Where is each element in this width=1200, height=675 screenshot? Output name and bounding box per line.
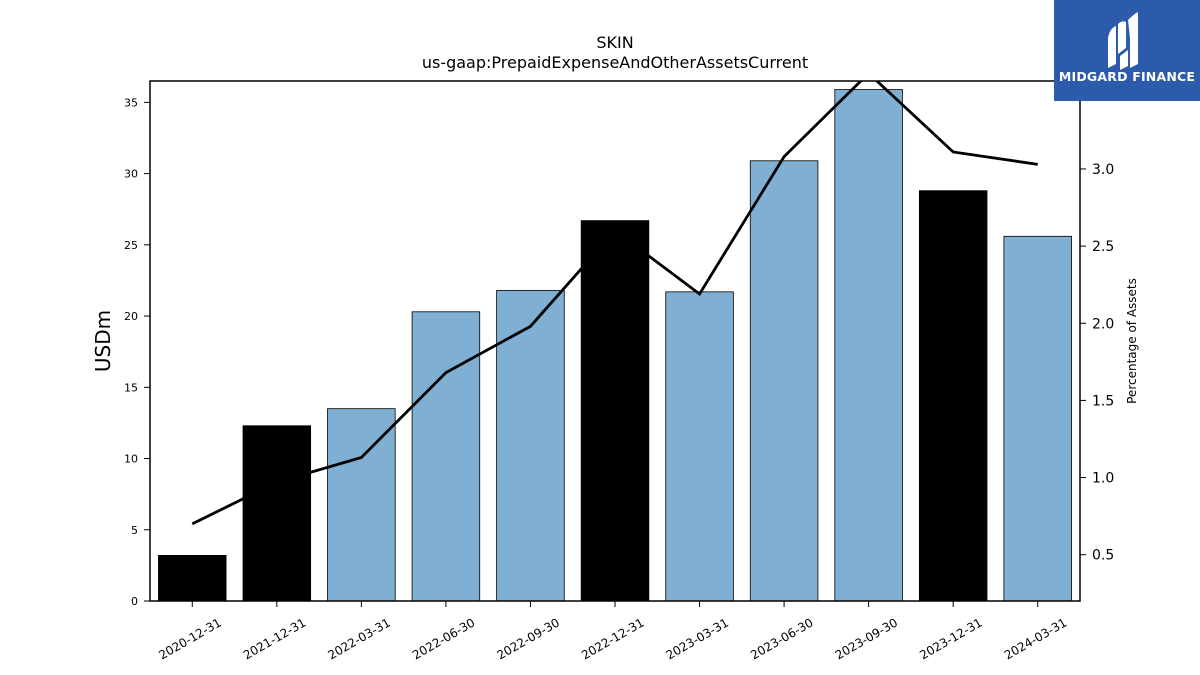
x-tick-label: 2023-09-30 — [833, 615, 900, 662]
y2-axis-label: Percentage of Assets — [1125, 278, 1139, 404]
line-layer — [191, 81, 1038, 526]
bar-2022-09-30 — [496, 290, 565, 602]
bar-2022-03-31 — [327, 408, 396, 602]
y-tick-label: 35 — [124, 96, 138, 109]
y-tick-label: 10 — [124, 453, 138, 466]
bar-2023-06-30 — [749, 160, 819, 602]
y2-tick-label: 2.5 — [1092, 239, 1114, 255]
y-tick-label: 30 — [124, 168, 138, 181]
x-tick-label: 2020-12-31 — [156, 615, 223, 662]
y-tick-label: 0 — [131, 595, 138, 608]
x-tick-label: 2021-12-31 — [241, 615, 308, 662]
x-tick-label: 2023-06-30 — [748, 615, 815, 662]
midgard-logo-mark-icon — [1108, 12, 1138, 70]
bar-2024-03-31 — [1003, 235, 1072, 602]
bars-layer — [158, 89, 1072, 602]
bar-2023-12-31 — [918, 190, 988, 602]
y-tick-label: 20 — [124, 310, 138, 323]
y2-tick-label: 1.0 — [1092, 471, 1114, 487]
y-axis-label: USDm — [91, 310, 115, 372]
x-tick-label: 2022-06-30 — [410, 615, 477, 662]
y2-tick-label: 3.0 — [1092, 162, 1114, 178]
y2-tick-label: 2.0 — [1092, 316, 1114, 332]
x-tick-label: 2022-12-31 — [579, 615, 646, 662]
chart-title: SKIN — [596, 33, 633, 52]
y2-tick-label: 0.5 — [1092, 548, 1114, 564]
y-tick-label: 25 — [124, 239, 138, 252]
bar-2023-09-30 — [834, 89, 903, 602]
x-tick-label: 2022-09-30 — [495, 615, 562, 662]
y-tick-label: 15 — [124, 381, 138, 394]
midgard-finance-logo: MIDGARD FINANCE — [1054, 0, 1200, 101]
percentage-line — [191, 81, 1038, 526]
bar-2022-12-31 — [580, 220, 650, 602]
y2-tick-label: 1.5 — [1092, 393, 1114, 409]
logo-text: MIDGARD FINANCE — [1058, 69, 1196, 84]
x-tick-label: 2023-12-31 — [917, 615, 984, 662]
x-tick-label: 2024-03-31 — [1002, 615, 1069, 662]
chart-subtitle: us-gaap:PrepaidExpenseAndOtherAssetsCurr… — [422, 53, 808, 72]
x-tick-label: 2023-03-31 — [664, 615, 731, 662]
bar-2021-12-31 — [242, 425, 312, 602]
x-tick-label: 2022-03-31 — [325, 615, 392, 662]
bar-2023-03-31 — [665, 291, 734, 602]
bar-2020-12-31 — [158, 555, 227, 602]
bar-2022-06-30 — [411, 311, 481, 602]
y-tick-label: 5 — [131, 524, 138, 537]
